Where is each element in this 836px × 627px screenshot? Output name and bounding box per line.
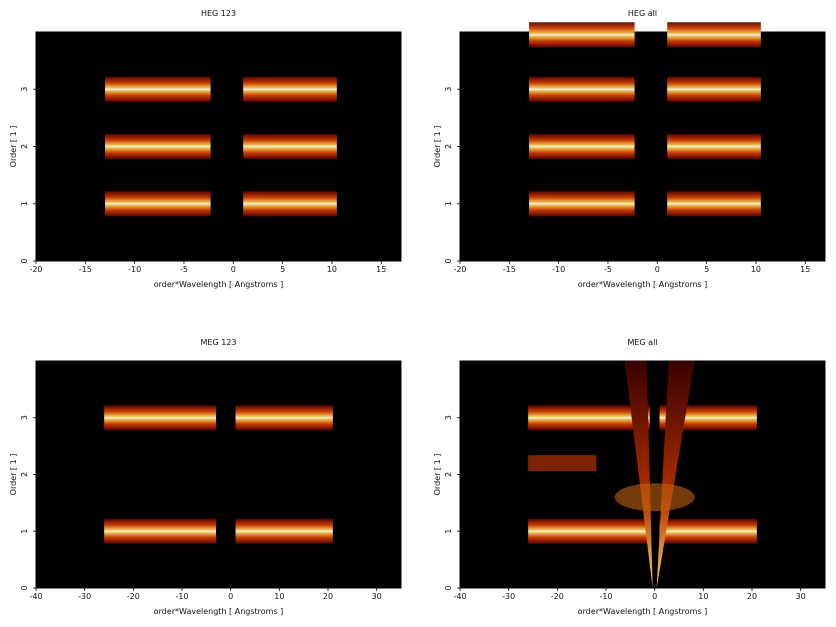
y-tick-label: 2	[444, 472, 453, 477]
diffuse-emission	[528, 455, 597, 472]
x-tick-label: -20	[453, 265, 466, 274]
x-tick-label: 0	[228, 592, 233, 601]
panel-title: MEG 123	[201, 338, 237, 347]
y-axis-label: Order [ 1 ]	[433, 126, 442, 168]
order-band	[235, 518, 333, 544]
zero-order-streak	[656, 361, 695, 588]
y-tick-label: 3	[444, 415, 453, 420]
y-tick-label: 3	[444, 87, 453, 92]
zero-order-streak	[624, 361, 653, 588]
panel-2: HEG all -20 -15 -10 -5 0 5 10 15 0 1 2 3 order*Wavele…	[433, 9, 826, 289]
y-axis-label: Order [ 1 ]	[9, 454, 18, 496]
x-tick-label: -5	[180, 265, 188, 274]
order-band	[529, 191, 635, 217]
order-band	[667, 191, 761, 217]
x-axis-label: order*Wavelength [ Angstroms ]	[154, 280, 284, 289]
order-band	[659, 518, 757, 544]
order-band	[529, 22, 635, 48]
panel-title: HEG all	[628, 9, 657, 18]
order-band	[529, 76, 635, 102]
plot-area	[35, 31, 402, 262]
y-tick-label: 3	[20, 87, 29, 92]
x-tick-label: -10	[552, 265, 565, 274]
x-tick-label: 15	[376, 265, 386, 274]
panel-1: HEG 123 -20 -15 -10 -5 0 5 10 15 0 1 2 3 order*Wavele…	[9, 9, 402, 289]
x-tick-label: 20	[323, 592, 333, 601]
order-band	[243, 191, 337, 217]
x-tick-label: -40	[29, 592, 42, 601]
y-tick-label: 3	[20, 415, 29, 420]
x-tick-label: 30	[796, 592, 806, 601]
x-tick-label: -10	[599, 592, 612, 601]
y-tick-label: 1	[20, 529, 29, 534]
x-tick-label: -30	[78, 592, 91, 601]
x-axis-label: order*Wavelength [ Angstroms ]	[578, 607, 708, 616]
y-tick-label: 0	[444, 258, 453, 263]
x-tick-label: 10	[698, 592, 708, 601]
x-tick-label: 20	[747, 592, 757, 601]
x-tick-label: -40	[453, 592, 466, 601]
diffuse-emission	[614, 483, 695, 512]
x-tick-label: -30	[502, 592, 515, 601]
panel-3: MEG 123 -40 -30 -20 -10 0 10 20 30 0 1 2 3 order*Wave…	[9, 338, 402, 616]
order-band	[667, 22, 761, 48]
x-tick-label: 0	[652, 592, 657, 601]
x-tick-label: -20	[29, 265, 42, 274]
x-axis-label: order*Wavelength [ Angstroms ]	[578, 280, 708, 289]
order-band	[528, 518, 650, 544]
x-tick-label: 15	[800, 265, 810, 274]
x-tick-label: 10	[327, 265, 337, 274]
y-tick-label: 0	[444, 585, 453, 590]
y-axis-label: Order [ 1 ]	[433, 454, 442, 496]
panel-title: HEG 123	[201, 9, 236, 18]
order-band	[105, 191, 211, 217]
y-tick-label: 2	[20, 144, 29, 149]
y-tick-label: 1	[444, 529, 453, 534]
y-tick-label: 1	[20, 201, 29, 206]
order-band	[104, 405, 217, 431]
order-band	[235, 405, 333, 431]
x-tick-label: -10	[128, 265, 141, 274]
order-band	[105, 133, 211, 160]
x-tick-label: 30	[372, 592, 382, 601]
y-tick-label: 2	[20, 472, 29, 477]
plot-area	[35, 360, 402, 589]
x-tick-label: -15	[503, 265, 516, 274]
y-tick-label: 2	[444, 144, 453, 149]
y-tick-label: 0	[20, 585, 29, 590]
x-tick-label: 0	[231, 265, 236, 274]
order-band	[243, 76, 337, 102]
order-band	[528, 405, 650, 431]
y-axis-label: Order [ 1 ]	[9, 126, 18, 168]
order-band	[243, 133, 337, 160]
order-band	[667, 133, 761, 160]
order-band	[667, 76, 761, 102]
panel-title: MEG all	[627, 338, 657, 347]
x-tick-label: 10	[274, 592, 284, 601]
x-tick-label: -20	[551, 592, 564, 601]
order-band	[529, 133, 635, 160]
order-band	[104, 518, 217, 544]
x-axis-label: order*Wavelength [ Angstroms ]	[154, 607, 284, 616]
x-tick-label: -10	[175, 592, 188, 601]
x-tick-label: 0	[655, 265, 660, 274]
x-tick-label: -20	[127, 592, 140, 601]
x-tick-label: 5	[704, 265, 709, 274]
panel-4: MEG all -40 -30 -20 -10 0 10 20 30 0 1 2 3 order*Wave…	[433, 338, 826, 616]
x-tick-label: -15	[79, 265, 92, 274]
x-tick-label: 10	[751, 265, 761, 274]
x-tick-label: 5	[280, 265, 285, 274]
y-tick-label: 0	[20, 258, 29, 263]
x-tick-label: -5	[604, 265, 612, 274]
plot-area	[459, 31, 826, 262]
y-tick-label: 1	[444, 201, 453, 206]
order-band	[105, 76, 211, 102]
